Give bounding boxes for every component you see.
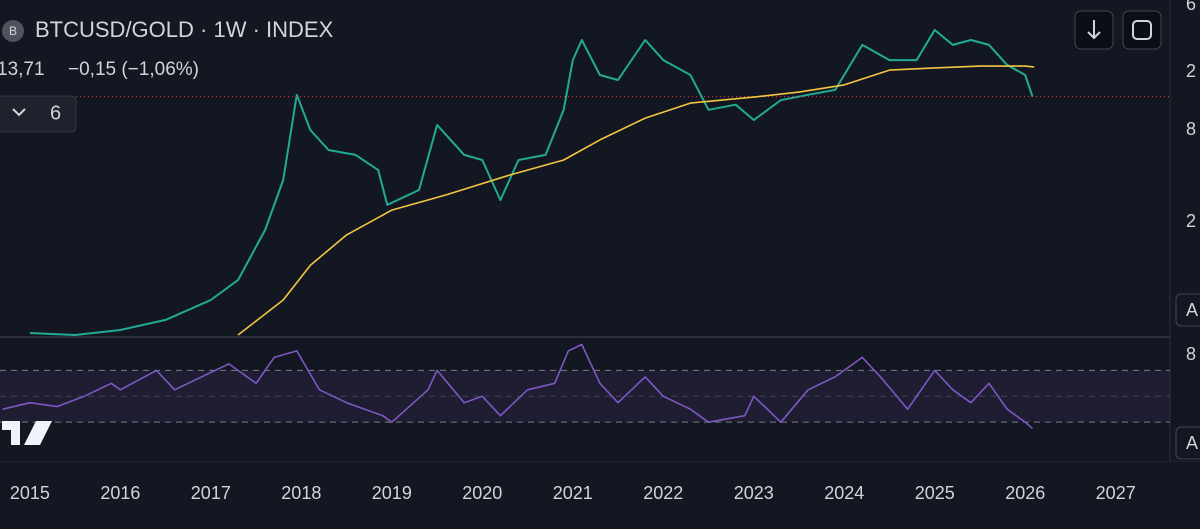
x-tick-label: 2015 bbox=[10, 483, 50, 503]
series-line bbox=[29, 29, 1034, 336]
x-tick-label: 2026 bbox=[1005, 483, 1045, 503]
rsi-band bbox=[0, 370, 1170, 423]
series-line bbox=[237, 65, 1035, 336]
symbol-badge bbox=[2, 20, 24, 42]
badge-letter: B bbox=[9, 24, 17, 38]
x-tick-label: 2027 bbox=[1096, 483, 1136, 503]
x-tick-label: 2020 bbox=[462, 483, 502, 503]
price-scale-label: 8 bbox=[1186, 119, 1196, 139]
chevron bbox=[12, 108, 26, 117]
price-change: −0,15 (−1,06%) bbox=[68, 59, 199, 80]
x-tick-label: 2019 bbox=[372, 483, 412, 503]
x-tick-label: 2016 bbox=[100, 483, 140, 503]
x-tick-label: 2024 bbox=[824, 483, 864, 503]
auto-scale-button[interactable] bbox=[1175, 426, 1200, 460]
last-price: 13,71 bbox=[0, 59, 45, 80]
auto-scale-label: A bbox=[1186, 433, 1198, 453]
symbol-title: BTCUSD/GOLD · 1W · INDEX bbox=[35, 17, 334, 42]
rsi-scale-label: 8 bbox=[1186, 344, 1196, 364]
time-axis bbox=[0, 462, 1200, 529]
indicator-count: 6 bbox=[50, 102, 61, 124]
fullscreen-icon bbox=[1132, 20, 1152, 40]
auto-scale-button[interactable] bbox=[1175, 293, 1200, 327]
tv-logo bbox=[2, 421, 52, 445]
auto-scale-label: A bbox=[1186, 300, 1198, 320]
x-tick-label: 2022 bbox=[643, 483, 683, 503]
x-tick-label: 2017 bbox=[191, 483, 231, 503]
series-line bbox=[2, 343, 1034, 430]
x-tick-label: 2025 bbox=[915, 483, 955, 503]
price-scale: 6 2 8 2 8 A A bbox=[1175, 0, 1200, 460]
download-icon bbox=[1087, 20, 1101, 40]
price-scale-label: 6 bbox=[1186, 0, 1196, 14]
x-tick-label: 2018 bbox=[281, 483, 321, 503]
x-tick-label: 2021 bbox=[553, 483, 593, 503]
plots: 2015 2016 2017 2018 2019 2020 2021 2022 2023 2024… bbox=[0, 29, 1170, 503]
fullscreen-button[interactable] bbox=[1122, 10, 1162, 50]
x-tick-label: 2023 bbox=[734, 483, 774, 503]
indicator-toggle[interactable] bbox=[0, 95, 77, 133]
price-scale-label: 2 bbox=[1186, 211, 1196, 231]
price-scale-label: 2 bbox=[1186, 61, 1196, 81]
